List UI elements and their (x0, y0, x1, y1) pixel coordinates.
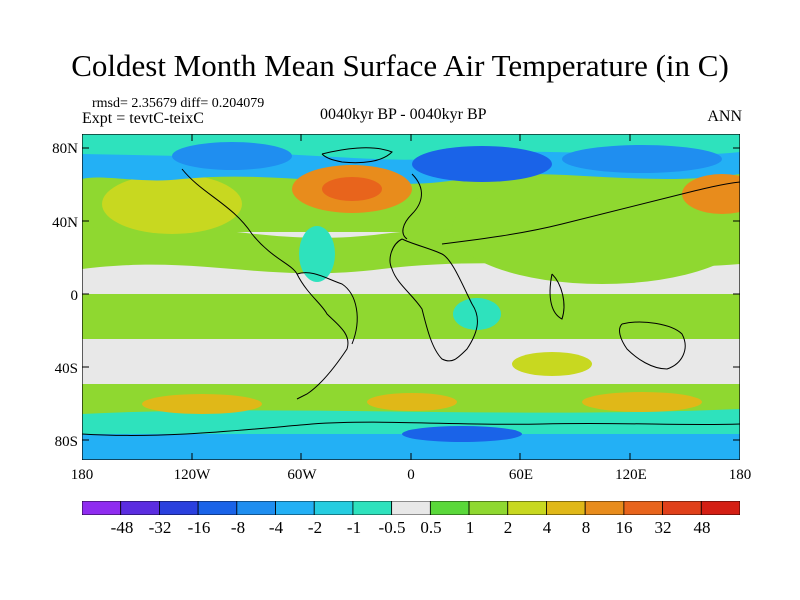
field-positive-small (82, 174, 740, 424)
field-positive-large (142, 165, 740, 414)
colorbar-label: 0.5 (420, 518, 442, 537)
temperature-map (82, 134, 740, 460)
colorbar-swatch (236, 501, 276, 515)
lat-label-40s: 40S (54, 361, 78, 377)
colorbar-swatch (429, 501, 470, 515)
experiment-line: Expt = tevtC-teixC (82, 110, 204, 127)
colorbar-label: -1 (346, 518, 362, 537)
colorbar-swatch (700, 501, 740, 515)
colorbar-swatch (468, 501, 509, 515)
colorbar-label: -8 (230, 518, 246, 537)
colorbar-swatch (120, 501, 160, 515)
colorbar-label: 32 (654, 518, 672, 537)
lon-label-0: 0 (407, 467, 415, 483)
colorbar-label: -4 (268, 518, 284, 537)
colorbar-label: -16 (187, 518, 211, 537)
lon-label-180e: 180 (728, 467, 752, 483)
colorbar-label: 1 (465, 518, 475, 537)
lon-label-60e: 60E (508, 467, 534, 483)
colorbar-swatch (159, 501, 199, 515)
season-label: ANN (707, 108, 742, 125)
lat-label-80s: 80S (54, 434, 78, 450)
map-title: Coldest Month Mean Surface Air Temperatu… (71, 48, 729, 83)
lon-label-120w: 120W (173, 467, 211, 483)
colorbar-swatch (662, 501, 702, 515)
colorbar-label: -32 (148, 518, 172, 537)
colorbar-swatch (507, 501, 547, 515)
colorbar-label: -2 (307, 518, 323, 537)
colorbar-swatch (82, 501, 122, 515)
colorbar (82, 501, 740, 515)
coastlines (82, 147, 740, 436)
colorbar-label: -0.5 (378, 518, 406, 537)
colorbar-label: 16 (615, 518, 633, 537)
colorbar-label: 48 (693, 518, 711, 537)
colorbar-label: -48 (110, 518, 134, 537)
colorbar-label: 8 (581, 518, 591, 537)
colorbar-swatch (546, 501, 586, 515)
colorbar-label: 2 (503, 518, 513, 537)
lat-label-40n: 40N (52, 215, 78, 231)
colorbar-label: 4 (542, 518, 552, 537)
colorbar-swatch (275, 501, 315, 515)
colorbar-swatch (197, 501, 238, 515)
lon-label-180w: 180 (70, 467, 94, 483)
stats-line: rmsd= 2.35679 diff= 0.204079 (92, 96, 265, 111)
colorbar-swatch (313, 501, 354, 515)
lon-label-60w: 60W (287, 467, 317, 483)
period-label: 0040kyr BP - 0040kyr BP (320, 106, 487, 123)
axis-ticks (82, 134, 740, 460)
lat-label-0: 0 (70, 288, 79, 304)
colorbar-swatch (391, 501, 431, 515)
colorbar-swatch (584, 501, 625, 515)
colorbar-swatch (352, 501, 393, 515)
lon-label-120e: 120E (615, 467, 647, 483)
lat-label-80n: 80N (52, 141, 78, 157)
colorbar-swatch (623, 501, 663, 515)
